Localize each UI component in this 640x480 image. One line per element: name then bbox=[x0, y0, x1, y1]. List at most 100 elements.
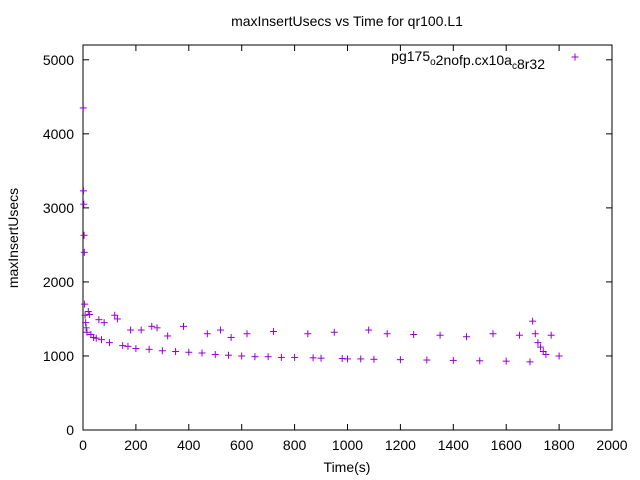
data-point bbox=[145, 345, 153, 353]
data-point bbox=[365, 326, 373, 334]
data-point bbox=[547, 331, 555, 339]
data-point bbox=[423, 356, 431, 364]
data-point bbox=[529, 317, 537, 325]
data-point bbox=[476, 357, 484, 365]
data-point bbox=[124, 342, 132, 350]
data-point bbox=[100, 319, 108, 327]
legend: pg175o2nofp.cx10ac8r32 bbox=[391, 48, 579, 72]
x-axis-label: Time(s) bbox=[324, 459, 371, 475]
data-point bbox=[105, 339, 113, 347]
data-points bbox=[79, 104, 563, 366]
data-point bbox=[98, 336, 106, 344]
legend-marker bbox=[571, 53, 579, 61]
x-axis-ticks: 0 200 400 600 800 1000 1200 1400 1600 1800 2000 bbox=[79, 45, 628, 453]
y-axis-label: maxInsertUsecs bbox=[5, 188, 21, 288]
data-point bbox=[80, 248, 88, 256]
x-tick-label: 1600 bbox=[491, 437, 522, 453]
data-point bbox=[238, 352, 246, 360]
x-tick-label: 400 bbox=[177, 437, 201, 453]
data-point bbox=[463, 333, 471, 341]
data-point bbox=[132, 345, 140, 353]
data-point bbox=[410, 330, 418, 338]
plot-frame bbox=[82, 44, 613, 431]
data-point bbox=[217, 326, 225, 334]
data-point bbox=[185, 348, 193, 356]
data-point bbox=[357, 355, 365, 363]
data-point bbox=[555, 352, 563, 360]
data-point bbox=[526, 358, 534, 366]
x-tick-label: 200 bbox=[124, 437, 148, 453]
data-point bbox=[153, 324, 161, 332]
data-point bbox=[164, 332, 172, 340]
y-axis-ticks: 0 1000 2000 3000 4000 5000 bbox=[43, 52, 612, 438]
x-tick-label: 1000 bbox=[332, 437, 363, 453]
data-point bbox=[344, 355, 351, 363]
data-point bbox=[80, 187, 88, 195]
data-point bbox=[180, 322, 188, 330]
data-point bbox=[515, 331, 523, 339]
data-point bbox=[489, 330, 497, 338]
y-tick-label: 2000 bbox=[43, 274, 74, 290]
data-point bbox=[436, 331, 444, 339]
legend-label: pg175o2nofp.cx10ac8r32 bbox=[391, 48, 545, 72]
data-point bbox=[317, 354, 325, 362]
data-point bbox=[80, 200, 88, 208]
data-point bbox=[111, 311, 119, 319]
data-point bbox=[531, 330, 539, 338]
data-point bbox=[82, 319, 90, 327]
data-point bbox=[330, 328, 338, 336]
data-point bbox=[291, 353, 299, 361]
data-point bbox=[243, 330, 251, 338]
data-point bbox=[95, 316, 103, 324]
data-point bbox=[84, 308, 92, 316]
data-point bbox=[542, 350, 550, 358]
data-point bbox=[86, 311, 94, 318]
data-point bbox=[251, 353, 259, 361]
x-tick-label: 1800 bbox=[544, 437, 575, 453]
data-point bbox=[537, 343, 545, 351]
data-point bbox=[203, 330, 211, 338]
data-point bbox=[137, 326, 145, 334]
data-point bbox=[224, 351, 232, 359]
data-point bbox=[83, 328, 91, 336]
data-point bbox=[396, 356, 404, 364]
y-tick-label: 3000 bbox=[43, 200, 74, 216]
data-point bbox=[92, 334, 100, 342]
data-point bbox=[383, 330, 391, 338]
y-tick-label: 1000 bbox=[43, 348, 74, 364]
data-point bbox=[81, 300, 89, 308]
data-point bbox=[211, 350, 219, 358]
data-point bbox=[502, 357, 510, 365]
data-point bbox=[277, 353, 285, 361]
y-tick-label: 0 bbox=[66, 422, 74, 438]
data-point bbox=[80, 231, 88, 239]
data-point bbox=[127, 326, 135, 334]
data-point bbox=[113, 315, 121, 323]
x-tick-label: 1400 bbox=[438, 437, 469, 453]
data-point bbox=[198, 349, 206, 357]
data-point bbox=[534, 339, 542, 347]
x-tick-label: 800 bbox=[283, 437, 307, 453]
data-point bbox=[269, 328, 277, 336]
data-point bbox=[81, 311, 89, 319]
data-point bbox=[119, 342, 127, 350]
y-tick-label: 4000 bbox=[43, 126, 74, 142]
x-tick-label: 2000 bbox=[596, 437, 627, 453]
data-point bbox=[227, 333, 235, 341]
data-point bbox=[172, 348, 180, 356]
data-point bbox=[148, 322, 156, 330]
chart-title: maxInsertUsecs vs Time for qr100.L1 bbox=[231, 13, 463, 29]
x-tick-label: 1200 bbox=[385, 437, 416, 453]
data-point bbox=[304, 330, 312, 338]
data-point bbox=[82, 324, 90, 332]
y-tick-label: 5000 bbox=[43, 52, 74, 68]
data-point bbox=[449, 356, 457, 364]
x-tick-label: 600 bbox=[230, 437, 254, 453]
data-point bbox=[158, 347, 166, 355]
data-point bbox=[309, 354, 317, 362]
data-point bbox=[264, 353, 272, 361]
x-tick-label: 0 bbox=[79, 437, 87, 453]
data-point bbox=[370, 355, 378, 363]
data-point bbox=[79, 104, 87, 112]
